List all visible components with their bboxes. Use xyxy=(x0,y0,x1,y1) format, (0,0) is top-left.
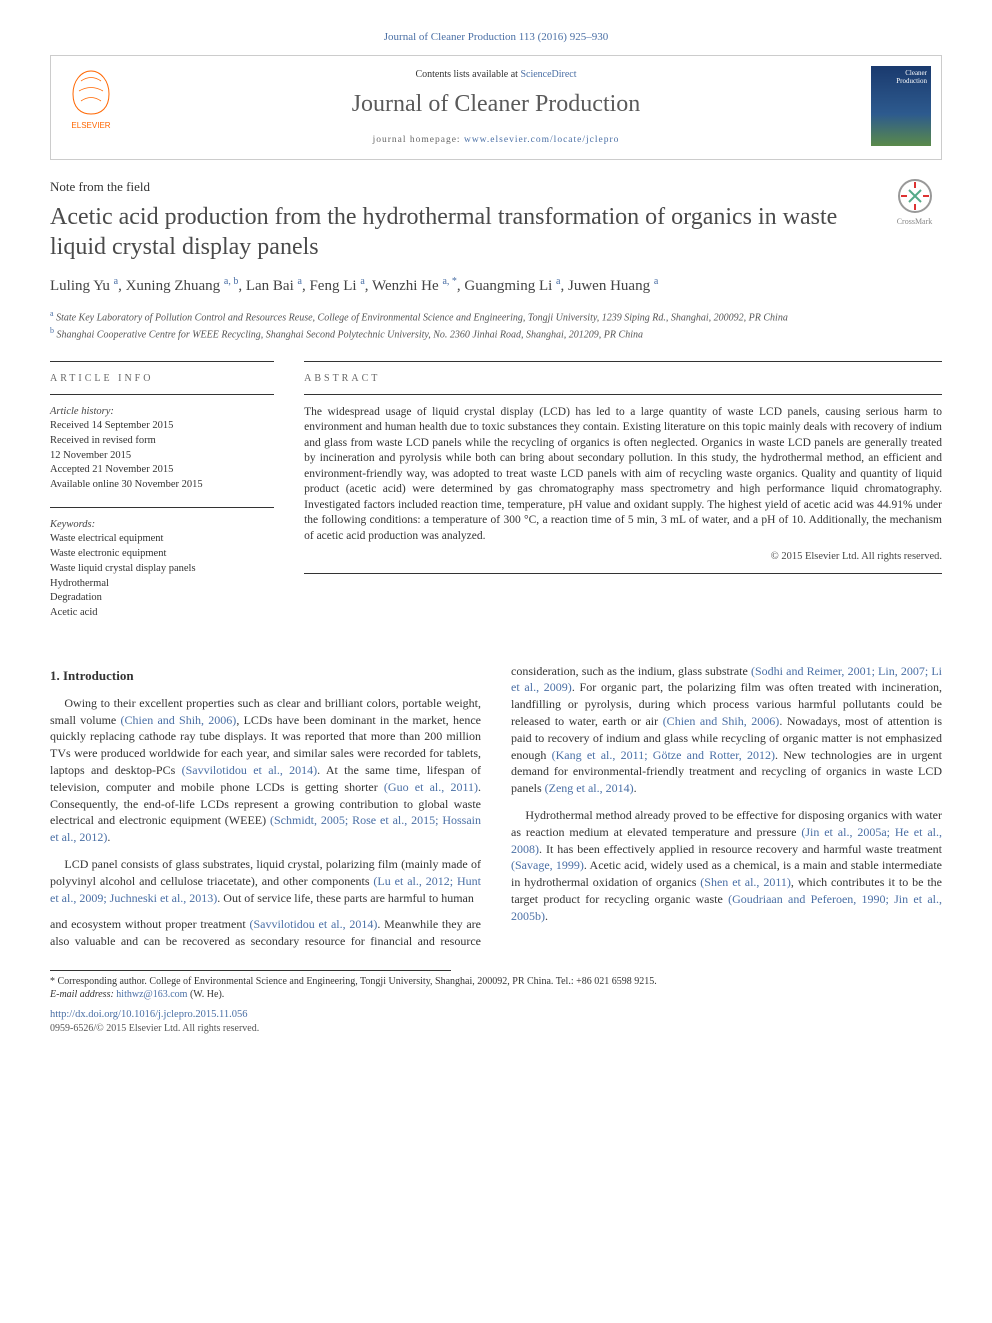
footer: * Corresponding author. College of Envir… xyxy=(50,970,942,1036)
affiliations: a State Key Laboratory of Pollution Cont… xyxy=(50,308,942,343)
article-info-heading: ARTICLE INFO xyxy=(50,372,274,386)
abstract-heading: ABSTRACT xyxy=(304,372,942,386)
body-paragraph: Hydrothermal method already proved to be… xyxy=(511,807,942,925)
corresponding-author: * Corresponding author. College of Envir… xyxy=(50,975,942,989)
history-label: Article history: xyxy=(50,406,114,417)
journal-homepage: journal homepage: www.elsevier.com/locat… xyxy=(141,134,851,147)
body-paragraph: Owing to their excellent properties such… xyxy=(50,695,481,846)
journal-name: Journal of Cleaner Production xyxy=(141,88,851,122)
body-paragraph: LCD panel consists of glass substrates, … xyxy=(50,856,481,906)
contents-available: Contents lists available at ScienceDirec… xyxy=(141,68,851,82)
email-link[interactable]: hithwz@163.com xyxy=(116,989,187,1000)
abstract-copyright: © 2015 Elsevier Ltd. All rights reserved… xyxy=(304,550,942,565)
homepage-link[interactable]: www.elsevier.com/locate/jclepro xyxy=(464,135,619,145)
keywords-label: Keywords: xyxy=(50,519,95,530)
journal-cover-title: Cleaner Production xyxy=(875,70,927,85)
sciencedirect-link[interactable]: ScienceDirect xyxy=(520,69,576,80)
author-list: Luling Yu a, Xuning Zhuang a, b, Lan Bai… xyxy=(50,274,942,298)
crossmark-badge[interactable]: CrossMark xyxy=(887,178,942,227)
email-line: E-mail address: hithwz@163.com (W. He). xyxy=(50,988,942,1002)
abstract-text: The widespread usage of liquid crystal d… xyxy=(304,405,942,545)
article-body: 1. Introduction Owing to their excellent… xyxy=(50,663,942,950)
article-title: Acetic acid production from the hydrothe… xyxy=(50,202,942,262)
article-type: Note from the field xyxy=(50,178,942,196)
issn-copyright: 0959-6526/© 2015 Elsevier Ltd. All right… xyxy=(50,1022,942,1036)
doi-link[interactable]: http://dx.doi.org/10.1016/j.jclepro.2015… xyxy=(50,1009,247,1020)
article-info-column: ARTICLE INFO Article history: Received 1… xyxy=(50,361,274,635)
section-heading: 1. Introduction xyxy=(50,667,481,685)
journal-header: ELSEVIER Cleaner Production Contents lis… xyxy=(50,55,942,160)
page-reference: Journal of Cleaner Production 113 (2016)… xyxy=(50,30,942,45)
svg-text:ELSEVIER: ELSEVIER xyxy=(71,121,110,130)
abstract-column: ABSTRACT The widespread usage of liquid … xyxy=(304,361,942,635)
elsevier-logo: ELSEVIER xyxy=(61,66,121,131)
